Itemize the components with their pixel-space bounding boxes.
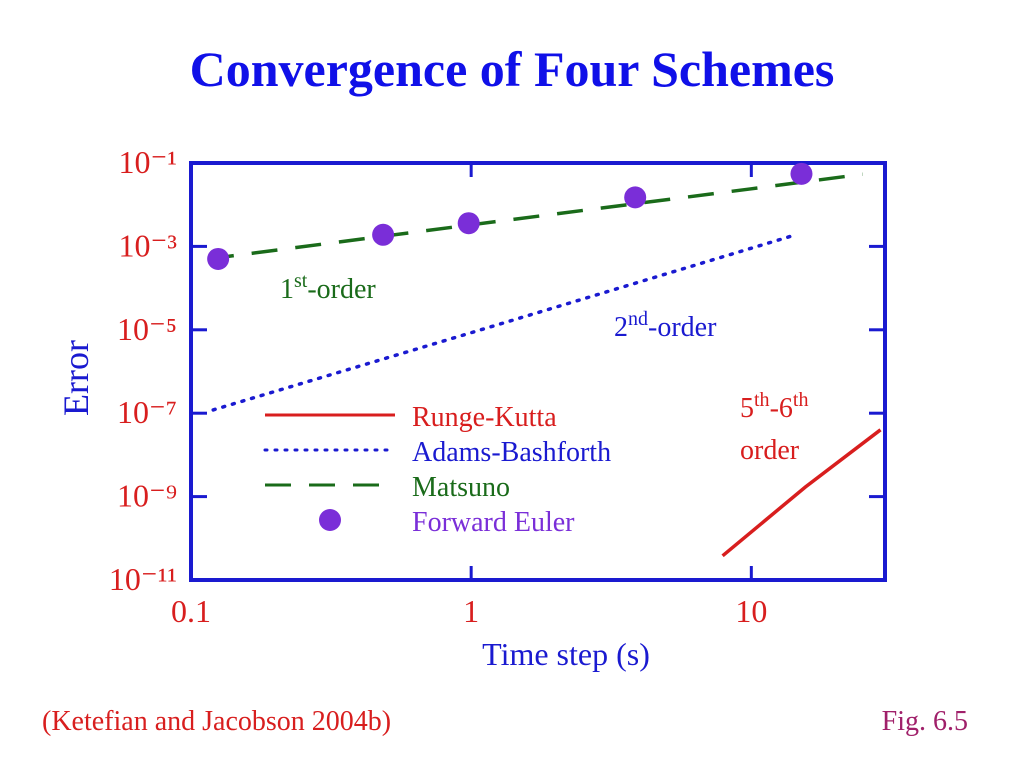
annotation-text: 5 [740, 393, 754, 424]
annotation-text: -6 [770, 393, 793, 424]
annotation-text: 2 [614, 312, 628, 343]
annotation-superscript: st [294, 270, 308, 292]
legend-label: Runge-Kutta [412, 402, 557, 433]
annotation-text: -order [307, 274, 376, 305]
data-point [207, 247, 230, 270]
data-point [624, 186, 647, 209]
y-axis-label: Error [56, 340, 96, 416]
legend-label: Matsuno [412, 472, 510, 503]
annotation: 2nd-order [614, 308, 717, 343]
plot-frame [189, 161, 887, 582]
data-point [790, 162, 813, 185]
y-tick-label: 10⁻⁹ [117, 478, 177, 514]
data-point [457, 212, 480, 235]
y-tick-label: 10⁻¹¹ [109, 561, 177, 597]
x-tick-label: 1 [463, 593, 479, 629]
x-tick-label: 10 [735, 593, 767, 629]
annotation: order [740, 435, 800, 466]
annotation-superscript: th [754, 389, 770, 411]
legend-marker [319, 509, 341, 531]
series-line [207, 172, 864, 261]
x-tick-label: 0.1 [171, 593, 211, 629]
series-line [211, 233, 798, 412]
chart-title: Convergence of Four Schemes [190, 41, 835, 97]
annotation-text: order [740, 435, 800, 466]
x-axis-label: Time step (s) [482, 636, 650, 672]
y-tick-label: 10⁻⁷ [117, 394, 177, 430]
y-tick-label: 10⁻³ [119, 227, 177, 263]
annotation-superscript: nd [628, 308, 648, 330]
annotation-text: -order [648, 312, 717, 343]
legend-label: Forward Euler [412, 507, 575, 538]
annotation: 5th-6th [740, 389, 808, 424]
data-point [372, 223, 395, 246]
annotation-text: 1 [280, 274, 294, 305]
source-note: (Ketefian and Jacobson 2004b) [42, 706, 391, 737]
y-tick-label: 10⁻¹ [119, 144, 177, 180]
legend-label: Adams-Bashforth [412, 437, 611, 468]
annotation: 1st-order [280, 270, 376, 305]
y-tick-label: 10⁻⁵ [117, 311, 177, 347]
series-line [721, 428, 882, 558]
annotation-superscript: th [793, 389, 809, 411]
figure-number: Fig. 6.5 [882, 706, 968, 737]
